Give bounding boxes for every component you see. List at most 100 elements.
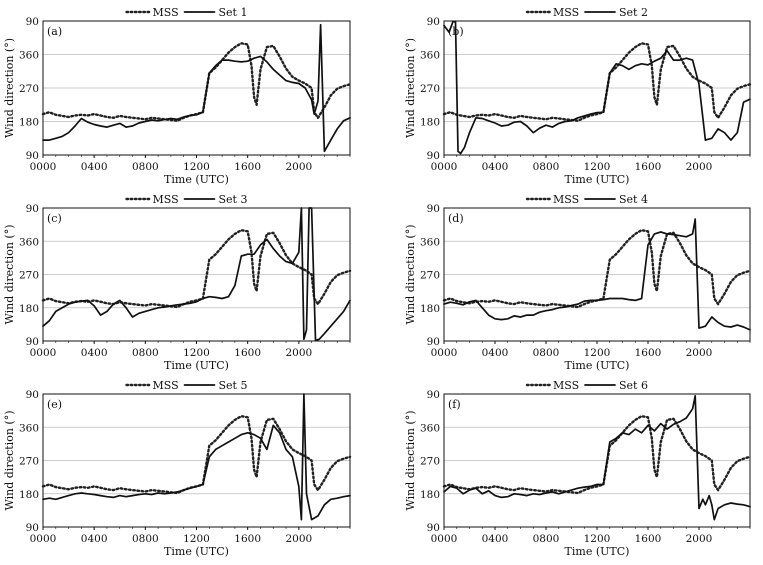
set-series-line bbox=[42, 23, 351, 153]
y-tick-label: 360 bbox=[420, 422, 440, 434]
x-axis-title: Time (UTC) bbox=[164, 545, 229, 558]
mss-series-line bbox=[442, 415, 752, 495]
legend-mss-label: MSS bbox=[553, 6, 579, 19]
x-tick-label: 2000 bbox=[285, 347, 312, 359]
x-tick-label: 0800 bbox=[533, 533, 560, 545]
x-tick-label: 1200 bbox=[183, 533, 210, 545]
y-tick-label: 90 bbox=[427, 522, 440, 534]
y-tick-label: 360 bbox=[19, 236, 39, 248]
y-tick-label: 90 bbox=[427, 16, 440, 28]
legend-set-label: Set 1 bbox=[219, 6, 248, 19]
panel-label: (d) bbox=[448, 212, 464, 225]
x-tick-label: 2000 bbox=[285, 533, 312, 545]
x-axis-title: Time (UTC) bbox=[565, 545, 630, 558]
x-tick-label: 2000 bbox=[686, 533, 713, 545]
x-tick-label: 0000 bbox=[431, 161, 458, 173]
legend-mss-label: MSS bbox=[553, 193, 579, 206]
y-tick-label: 360 bbox=[420, 50, 440, 62]
mss-series-line bbox=[442, 229, 752, 309]
panel-label: (f) bbox=[448, 398, 461, 411]
y-tick-label: 90 bbox=[26, 16, 39, 28]
x-tick-label: 1600 bbox=[635, 533, 662, 545]
plot-frame bbox=[443, 393, 751, 528]
legend-mss-label: MSS bbox=[153, 193, 179, 206]
y-tick-label: 90 bbox=[427, 150, 440, 162]
plot-frame bbox=[42, 20, 351, 156]
y-axis-title: Wind direction (°) bbox=[3, 411, 16, 511]
y-tick-label: 90 bbox=[26, 203, 39, 215]
x-tick-label: 2000 bbox=[285, 161, 312, 173]
x-tick-label: 0800 bbox=[533, 347, 560, 359]
y-tick-label: 180 bbox=[19, 489, 39, 501]
y-tick-label: 270 bbox=[420, 456, 440, 468]
x-tick-label: 1200 bbox=[584, 161, 611, 173]
panel-label: (b) bbox=[448, 25, 464, 38]
panel-label: (e) bbox=[47, 398, 62, 411]
panel-label: (c) bbox=[47, 212, 62, 225]
y-tick-label: 270 bbox=[19, 270, 39, 282]
y-tick-label: 180 bbox=[19, 117, 39, 129]
y-axis-title: Wind direction (°) bbox=[404, 38, 417, 138]
y-tick-label: 270 bbox=[420, 270, 440, 282]
y-tick-label: 90 bbox=[427, 203, 440, 215]
x-tick-label: 1600 bbox=[234, 533, 261, 545]
mss-series-line bbox=[442, 42, 752, 122]
plot-frame bbox=[443, 207, 751, 342]
set-series-line bbox=[443, 20, 751, 155]
y-tick-label: 90 bbox=[26, 522, 39, 534]
y-tick-label: 90 bbox=[26, 389, 39, 401]
legend-mss-label: MSS bbox=[553, 379, 579, 392]
x-tick-label: 0000 bbox=[431, 533, 458, 545]
legend-mss-label: MSS bbox=[153, 379, 179, 392]
x-tick-label: 1200 bbox=[584, 347, 611, 359]
y-tick-label: 90 bbox=[427, 389, 440, 401]
x-tick-label: 0800 bbox=[132, 347, 159, 359]
x-tick-label: 0400 bbox=[81, 161, 108, 173]
mss-series-line bbox=[41, 42, 352, 122]
x-tick-label: 1200 bbox=[584, 533, 611, 545]
x-tick-label: 1600 bbox=[234, 347, 261, 359]
x-axis-title: Time (UTC) bbox=[164, 173, 229, 186]
plot-frame bbox=[42, 393, 351, 528]
y-tick-label: 270 bbox=[420, 83, 440, 95]
x-tick-label: 0400 bbox=[482, 347, 509, 359]
set-series-line bbox=[42, 393, 351, 521]
legend-set-label: Set 5 bbox=[219, 379, 248, 392]
y-tick-label: 180 bbox=[420, 303, 440, 315]
y-tick-label: 360 bbox=[420, 236, 440, 248]
x-tick-label: 0400 bbox=[81, 347, 108, 359]
y-tick-label: 180 bbox=[420, 489, 440, 501]
plot-frame bbox=[443, 20, 751, 156]
x-axis-title: Time (UTC) bbox=[565, 173, 630, 186]
y-tick-label: 90 bbox=[26, 336, 39, 348]
x-tick-label: 0800 bbox=[132, 161, 159, 173]
x-tick-label: 0800 bbox=[533, 161, 560, 173]
x-tick-label: 1200 bbox=[183, 347, 210, 359]
legend-set-label: Set 2 bbox=[619, 6, 648, 19]
x-tick-label: 0400 bbox=[482, 161, 509, 173]
y-tick-label: 360 bbox=[19, 422, 39, 434]
x-tick-label: 1200 bbox=[183, 161, 210, 173]
plot-frame bbox=[42, 207, 351, 342]
x-tick-label: 0400 bbox=[81, 533, 108, 545]
set-series-line bbox=[443, 218, 751, 331]
mss-series-line bbox=[41, 229, 352, 309]
y-tick-label: 90 bbox=[427, 336, 440, 348]
x-tick-label: 1600 bbox=[635, 347, 662, 359]
x-tick-label: 0000 bbox=[30, 533, 57, 545]
panel-label: (a) bbox=[47, 25, 62, 38]
y-tick-label: 270 bbox=[19, 83, 39, 95]
y-axis-title: Wind direction (°) bbox=[3, 225, 16, 325]
x-tick-label: 0400 bbox=[482, 533, 509, 545]
x-tick-label: 1600 bbox=[234, 161, 261, 173]
y-axis-title: Wind direction (°) bbox=[3, 38, 16, 138]
y-tick-label: 180 bbox=[19, 303, 39, 315]
x-axis-title: Time (UTC) bbox=[164, 359, 229, 372]
